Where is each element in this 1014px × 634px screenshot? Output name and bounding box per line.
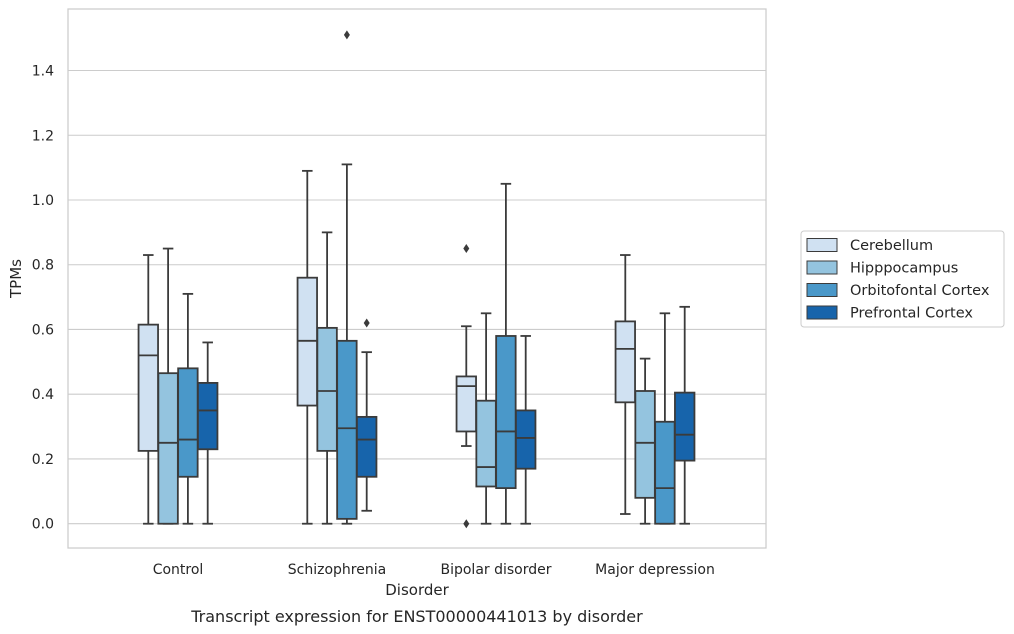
legend-label: Orbitofontal Cortex [850, 283, 990, 299]
box-iqr [634, 390, 656, 499]
box-group [654, 312, 676, 525]
chart-caption: Transcript expression for ENST0000044101… [190, 607, 643, 626]
box-group [634, 357, 656, 525]
box-iqr [177, 367, 199, 478]
y-tick-label: 1.4 [32, 64, 54, 80]
legend: Cerebellum Hipppocampus Orbitofontal Corte… [800, 230, 1005, 328]
box-iqr [316, 326, 338, 452]
box-group [356, 318, 378, 512]
legend-swatch [806, 238, 838, 252]
box-iqr [157, 372, 179, 525]
y-axis-ticks: 0.0 0.2 0.4 0.6 0.8 1.0 1.2 1.4 [32, 64, 54, 533]
legend-label: Prefrontal Cortex [850, 306, 973, 322]
legend-swatch [806, 305, 838, 320]
y-tick-label: 1.0 [32, 193, 54, 209]
y-tick-label: 0.2 [32, 452, 54, 468]
box-group [674, 305, 696, 525]
y-tick-label: 0.0 [32, 517, 54, 533]
box-iqr [654, 420, 676, 525]
box-iqr [197, 382, 219, 451]
box-iqr [356, 415, 378, 478]
box-group [296, 169, 318, 525]
outlier-marker [463, 519, 470, 529]
box-group [455, 244, 477, 529]
legend-swatch [806, 283, 838, 297]
y-tick-label: 0.8 [32, 258, 54, 274]
box-group [137, 254, 159, 525]
x-tick-label: Bipolar disorder [440, 562, 551, 578]
box-group [336, 30, 358, 525]
box-group [157, 247, 179, 525]
y-tick-label: 0.4 [32, 387, 54, 403]
legend-label: Hipppocampus [850, 261, 958, 277]
outlier-marker [463, 244, 470, 254]
x-tick-label: Schizophrenia [288, 562, 386, 578]
x-axis-title: Disorder [385, 581, 449, 599]
x-axis-ticks: Control Schizophrenia Bipolar disorder Majo… [153, 562, 715, 578]
box-iqr [137, 323, 159, 452]
box-iqr [614, 320, 636, 404]
box-iqr [336, 339, 358, 520]
box-group [515, 335, 537, 525]
x-tick-label: Control [153, 562, 204, 578]
box-iqr [495, 335, 517, 490]
box-group [495, 182, 517, 525]
y-tick-label: 0.6 [32, 322, 54, 338]
legend-label: Cerebellum [850, 238, 933, 254]
box-iqr [515, 409, 537, 470]
outlier-marker [363, 318, 370, 328]
y-tick-label: 1.2 [32, 128, 54, 144]
plot-frame [67, 8, 767, 549]
box-group [197, 341, 219, 525]
outlier-marker [343, 30, 350, 40]
box-iqr [475, 399, 497, 488]
legend-swatch [806, 260, 838, 275]
box-series [137, 30, 696, 529]
box-group [475, 312, 497, 525]
x-tick-label: Major depression [595, 562, 715, 578]
legend-frame [800, 230, 1005, 328]
box-group [614, 254, 636, 515]
y-axis-title: TPMs [7, 259, 25, 299]
box-iqr [455, 375, 477, 433]
box-iqr [674, 391, 696, 462]
